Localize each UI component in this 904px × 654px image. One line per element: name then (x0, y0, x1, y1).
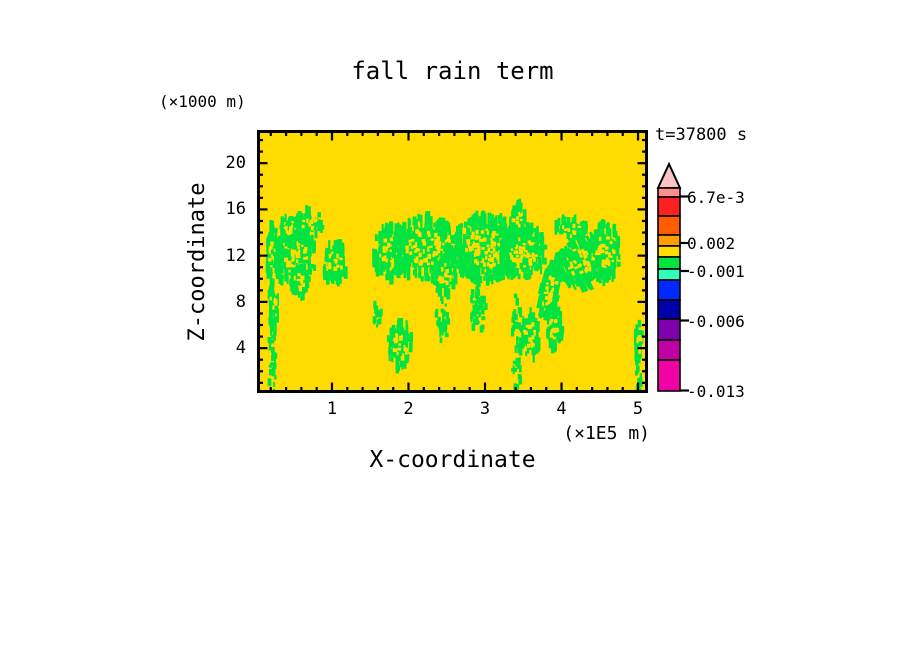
colorbar-tick-label: 6.7e-3 (687, 187, 745, 207)
colorbar-segment (657, 196, 681, 217)
colorbar-segment (657, 256, 681, 270)
colorbar-segment (657, 234, 681, 247)
colorbar-segment (657, 318, 681, 341)
colorbar-segment (657, 299, 681, 320)
colorbar-tick-label: -0.013 (687, 381, 745, 401)
x-tick-label: 5 (632, 399, 644, 419)
colorbar-segment (657, 279, 681, 301)
y-tick-label: 4 (235, 338, 246, 359)
colorbar-segment (657, 187, 681, 198)
colorbar-segment (657, 268, 681, 281)
x-tick-label: 2 (403, 399, 414, 419)
colorbar-tick-label: -0.006 (687, 311, 745, 331)
y-axis-unit-label: (×1000 m) (159, 92, 246, 111)
colorbar-arrow (656, 161, 682, 189)
colorbar-tick-label: 0.002 (687, 234, 736, 253)
colorbar (656, 161, 689, 392)
colorbar-segment (657, 359, 681, 392)
x-tick-label: 3 (479, 399, 491, 419)
colorbar-segment (657, 215, 681, 236)
x-tick-label: 4 (556, 399, 567, 419)
heatmap-plot (257, 130, 648, 393)
x-axis-title: X-coordinate (369, 447, 536, 473)
plot-frame (257, 130, 648, 393)
y-tick-label: 8 (235, 291, 246, 312)
y-tick-label: 16 (225, 199, 246, 220)
x-axis-unit-label: (×1E5 m) (563, 423, 650, 444)
colorbar-segment (657, 339, 681, 361)
x-tick-label: 1 (326, 399, 338, 419)
colorbar-tick-label: -0.001 (687, 262, 745, 281)
y-tick-label: 20 (225, 153, 246, 174)
green-patches (265, 198, 644, 392)
y-tick-label: 12 (225, 245, 246, 266)
time-annotation: t=37800 s (655, 125, 748, 145)
plot-title: fall rain term (351, 57, 554, 85)
colorbar-segment (657, 245, 681, 258)
